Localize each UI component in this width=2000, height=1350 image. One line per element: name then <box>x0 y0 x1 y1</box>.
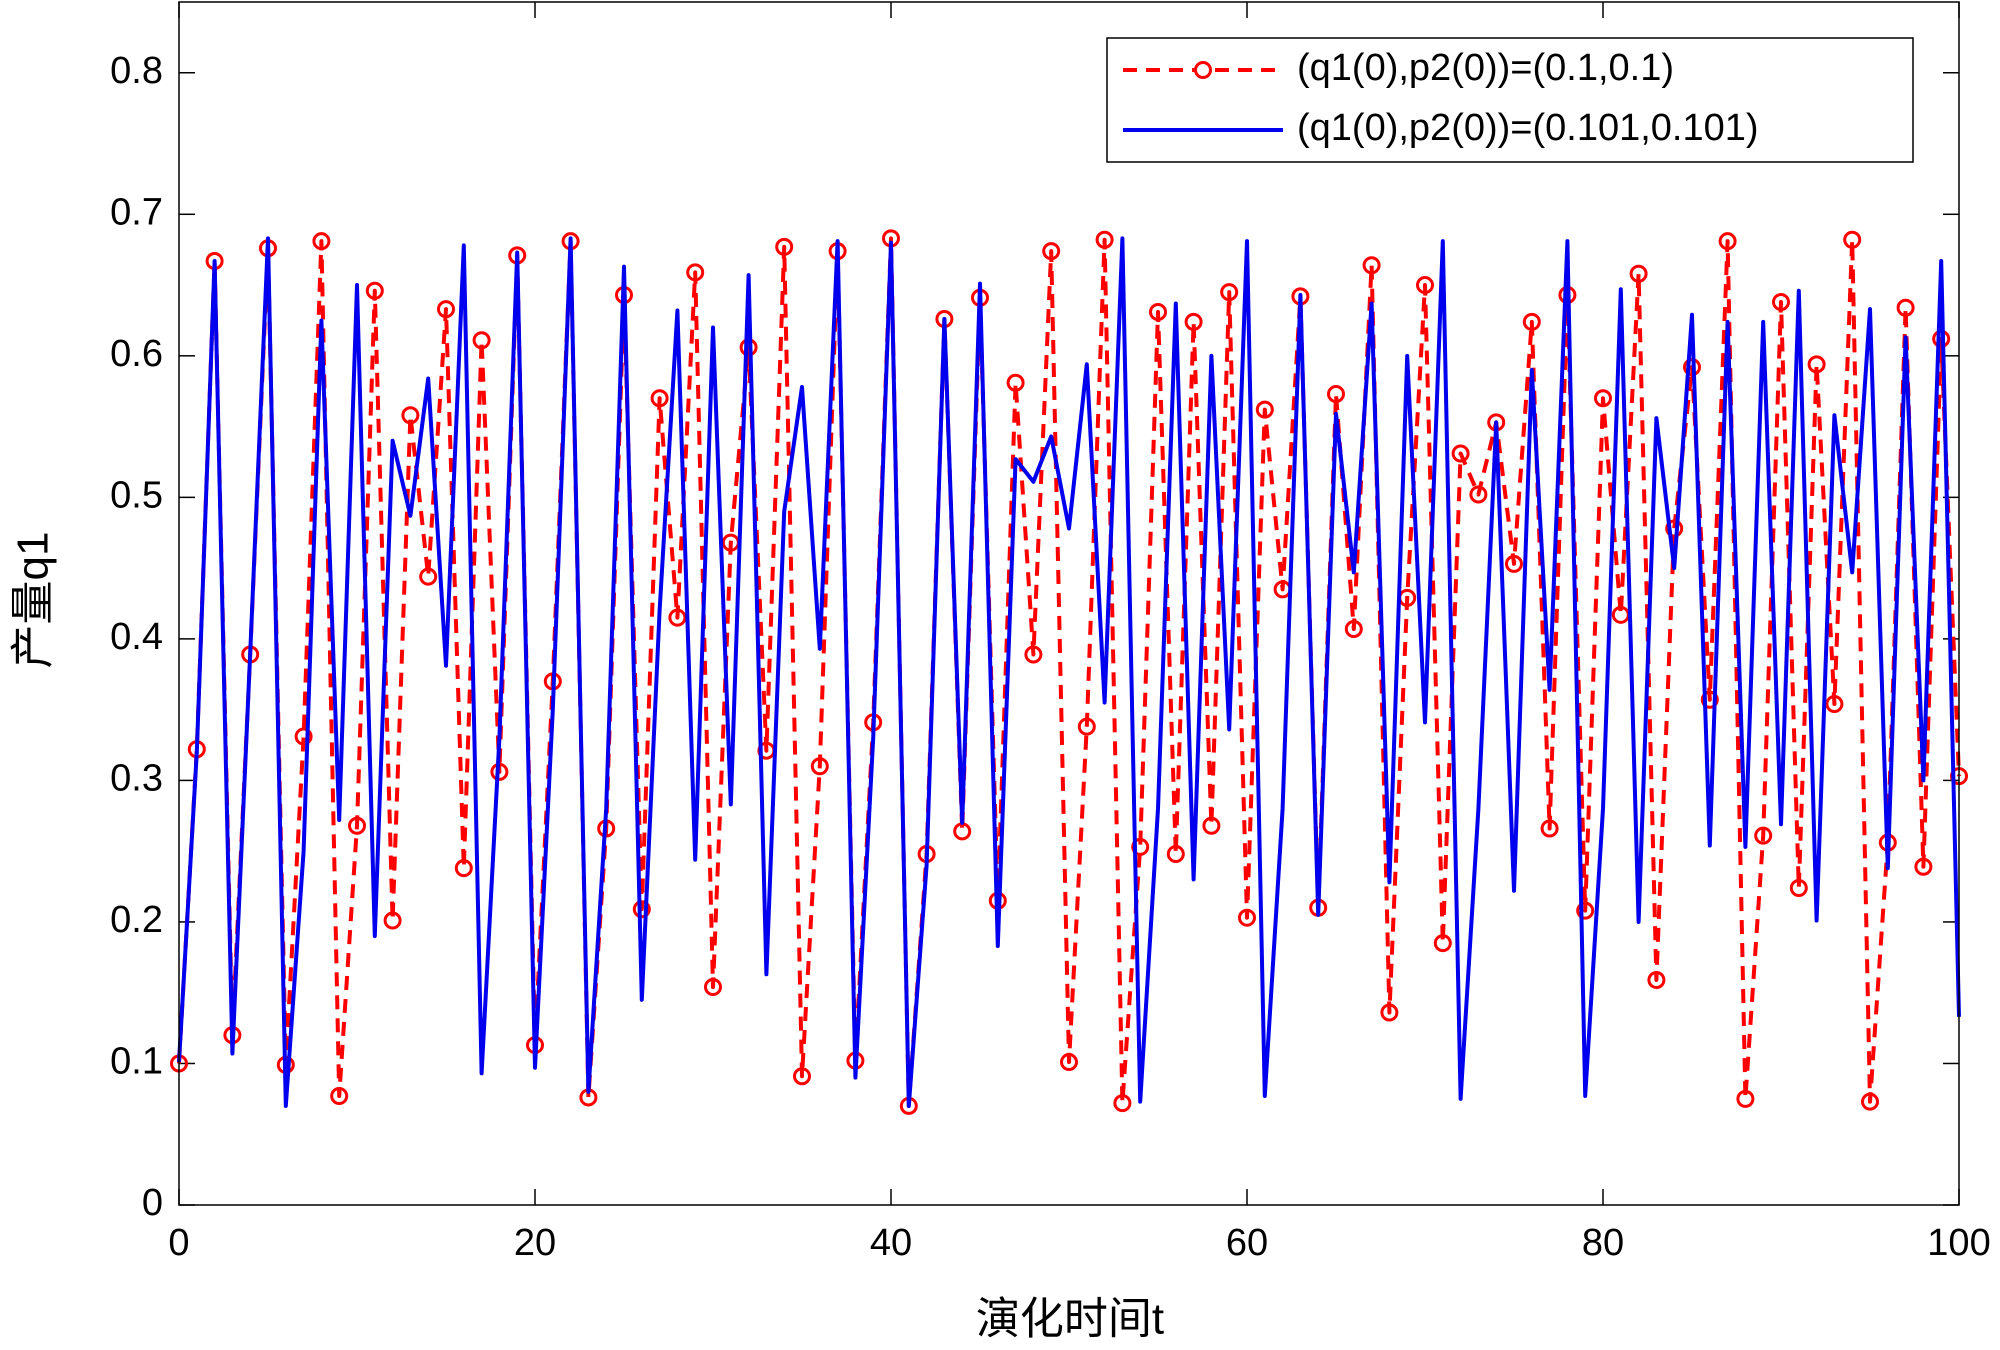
marker <box>632 900 651 919</box>
marker <box>1665 519 1684 538</box>
marker <box>1807 355 1826 374</box>
x-axis-label: 演化时间t <box>976 1295 1164 1344</box>
legend-marker <box>1194 61 1212 79</box>
marker <box>401 406 420 425</box>
marker <box>472 331 491 350</box>
marker <box>1629 264 1648 283</box>
marker <box>1416 276 1434 295</box>
marker <box>1843 230 1862 249</box>
series-line <box>177 236 1961 1108</box>
y-axis-label: 产量q1 <box>9 532 58 669</box>
x-tick-label: 20 <box>514 1222 556 1264</box>
x-tick-label: 60 <box>1226 1222 1268 1264</box>
y-tick-label: 0.5 <box>110 474 163 516</box>
y-tick-label: 0.4 <box>110 616 163 658</box>
marker <box>1825 694 1844 713</box>
x-tick-label: 0 <box>168 1222 189 1264</box>
y-tick-label: 0.7 <box>110 191 163 233</box>
marker <box>437 300 455 319</box>
marker <box>1522 312 1541 331</box>
legend-label: (q1(0),p2(0))=(0.101,0.101) <box>1297 107 1759 149</box>
marker <box>1149 302 1167 321</box>
y-tick-label: 0.2 <box>110 899 163 941</box>
marker <box>1113 1094 1132 1113</box>
y-tick-label: 0.1 <box>110 1041 163 1083</box>
marker <box>1754 826 1773 845</box>
x-tick-label: 100 <box>1927 1222 1990 1264</box>
marker <box>1718 232 1737 251</box>
marker <box>793 1067 811 1086</box>
marker <box>1451 444 1470 463</box>
y-tick-label: 0.6 <box>110 333 163 375</box>
legend-box <box>1106 37 1914 163</box>
marker <box>668 608 687 627</box>
marker <box>810 757 829 776</box>
marker <box>1789 878 1808 897</box>
marker <box>650 389 669 408</box>
marker <box>704 978 722 997</box>
marker <box>294 727 313 746</box>
marker <box>686 263 705 282</box>
marker <box>1166 845 1185 864</box>
marker <box>419 567 438 586</box>
marker <box>330 1087 349 1106</box>
marker <box>1736 1089 1755 1108</box>
marker <box>1327 385 1345 404</box>
marker <box>1095 230 1114 249</box>
marker <box>383 911 402 930</box>
marker <box>1469 485 1488 504</box>
marker <box>1060 1053 1078 1072</box>
marker <box>348 816 366 835</box>
marker <box>1024 645 1043 664</box>
marker <box>1700 690 1719 709</box>
marker <box>1202 816 1221 835</box>
marker <box>1077 717 1096 736</box>
marker <box>1576 901 1595 920</box>
marker <box>775 237 794 256</box>
series-line <box>177 236 1961 1108</box>
marker <box>1647 970 1666 989</box>
marker <box>1772 293 1790 312</box>
plot-frame <box>178 1 1960 1206</box>
marker <box>1006 373 1025 392</box>
y-tick-label: 0.8 <box>110 50 163 92</box>
marker <box>1540 819 1559 838</box>
marker <box>1914 857 1933 876</box>
y-tick-label: 0 <box>142 1182 163 1224</box>
legend-label: (q1(0),p2(0))=(0.1,0.1) <box>1297 47 1674 89</box>
marker <box>1362 256 1381 275</box>
marker <box>1220 283 1239 302</box>
marker <box>312 232 331 251</box>
marker <box>1594 389 1612 408</box>
marker <box>1505 554 1523 573</box>
x-tick-label: 40 <box>870 1222 912 1264</box>
marker <box>1238 908 1256 927</box>
marker <box>1380 1003 1399 1022</box>
marker <box>1184 312 1203 331</box>
marker <box>1344 619 1363 638</box>
marker <box>1042 242 1061 261</box>
x-tick-label: 80 <box>1582 1222 1624 1264</box>
marker <box>1433 934 1452 953</box>
marker <box>454 859 473 878</box>
marker <box>1255 400 1274 419</box>
y-tick-label: 0.3 <box>110 757 163 799</box>
marker <box>1131 837 1150 856</box>
marker <box>1861 1092 1879 1111</box>
marker <box>365 281 384 300</box>
marker <box>1896 298 1915 317</box>
